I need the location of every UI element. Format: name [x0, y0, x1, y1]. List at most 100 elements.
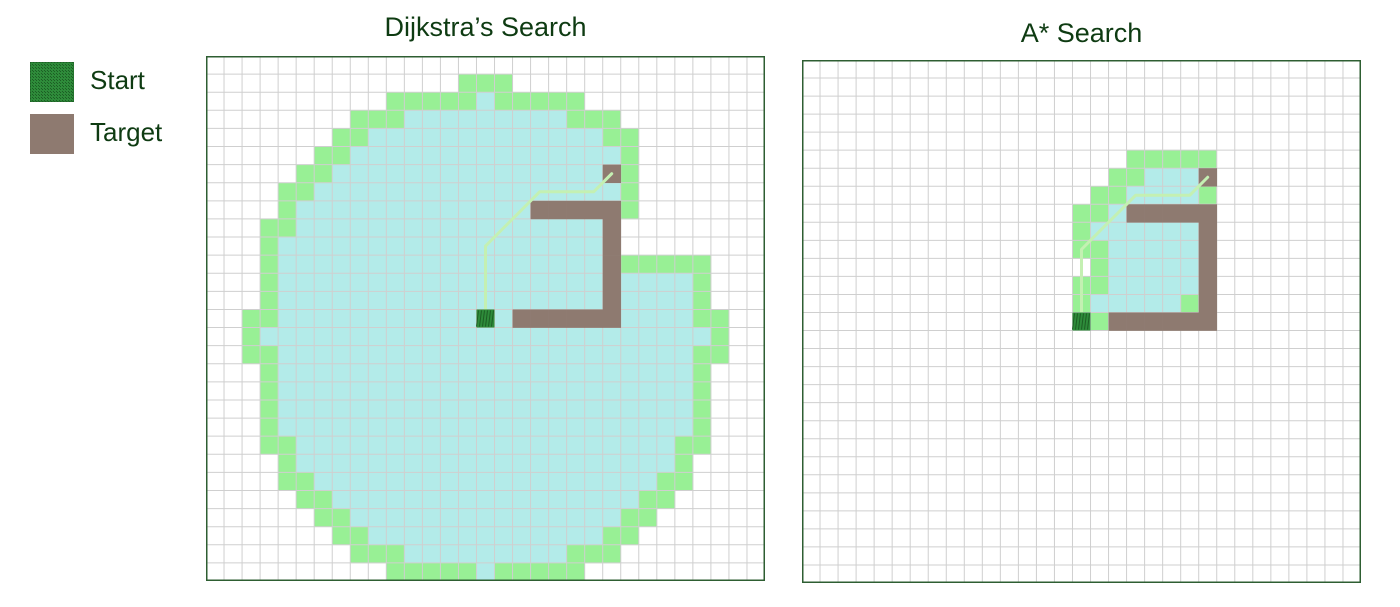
explored-cell: [458, 472, 477, 491]
explored-cell: [656, 273, 676, 292]
frontier-cell: [260, 381, 279, 401]
frontier-cell: [1090, 204, 1109, 223]
explored-cell: [476, 490, 495, 509]
frontier-cell: [440, 92, 459, 111]
explored-cell: [386, 255, 405, 274]
explored-cell: [332, 164, 351, 184]
frontier-cell: [1072, 204, 1091, 223]
target-cell: [1198, 204, 1218, 223]
explored-cell: [440, 381, 459, 401]
explored-cell: [548, 544, 567, 564]
explored-cell: [350, 345, 369, 365]
frontier-cell: [350, 110, 369, 129]
explored-cell: [440, 472, 459, 491]
explored-cell: [512, 345, 531, 365]
frontier-cell: [692, 345, 712, 365]
explored-cell: [566, 291, 585, 310]
explored-cell: [548, 110, 567, 129]
explored-cell: [368, 490, 387, 509]
grid-lines: [802, 60, 1361, 583]
explored-cell: [332, 399, 351, 419]
explored-cell: [314, 399, 333, 419]
explored-cell: [368, 399, 387, 419]
frontier-cell: [530, 92, 549, 111]
explored-cell: [602, 345, 622, 365]
target-swatch: [30, 114, 74, 154]
explored-cell: [656, 418, 676, 437]
explored-cell: [440, 255, 459, 274]
explored-cell: [350, 164, 369, 184]
explored-cell: [620, 381, 640, 401]
explored-cell: [584, 291, 604, 310]
explored-cell: [566, 399, 585, 419]
explored-cell: [296, 200, 315, 220]
frontier-cell: [692, 255, 712, 274]
frontier-cell: [296, 182, 315, 202]
explored-cell: [476, 544, 495, 564]
explored-cell: [476, 399, 495, 419]
explored-cell: [314, 472, 333, 491]
explored-cell: [440, 399, 459, 419]
explored-cell: [404, 363, 423, 383]
explored-cell: [656, 454, 676, 473]
start-hatch: [1078, 313, 1081, 330]
explored-cell: [422, 544, 441, 564]
explored-cell: [602, 327, 622, 346]
explored-cell: [440, 363, 459, 383]
path-line: [1080, 175, 1210, 323]
target-cell: [1126, 312, 1145, 331]
explored-cell: [1126, 222, 1145, 241]
explored-cell: [620, 418, 640, 437]
frontier-cell: [620, 182, 640, 202]
frontier-cell: [692, 436, 712, 455]
explored-cell: [296, 237, 315, 256]
explored-cell: [638, 363, 658, 383]
explored-cell: [422, 399, 441, 419]
explored-cell: [530, 255, 549, 274]
explored-cell: [620, 472, 640, 491]
explored-cell: [494, 544, 513, 564]
explored-cell: [476, 200, 495, 220]
explored-cell: [566, 418, 585, 437]
explored-cell: [368, 309, 387, 328]
explored-cell: [440, 200, 459, 220]
explored-cell: [368, 182, 387, 202]
explored-cell: [458, 110, 477, 129]
explored-cell: [674, 381, 694, 401]
explored-cell: [296, 327, 315, 346]
explored-cell: [1180, 240, 1200, 259]
explored-cell: [476, 218, 495, 238]
explored-cell: [278, 327, 297, 346]
explored-cell: [422, 418, 441, 437]
explored-cell: [296, 436, 315, 455]
explored-cell: [350, 363, 369, 383]
explored-cell: [260, 327, 279, 346]
explored-cell: [566, 454, 585, 473]
explored-cell: [458, 146, 477, 165]
frontier-cell: [710, 345, 730, 365]
explored-cell: [530, 399, 549, 419]
explored-cell: [440, 526, 459, 546]
astar-title: A* Search: [1020, 18, 1143, 48]
frontier-cell: [512, 562, 531, 581]
explored-cell: [350, 200, 369, 220]
explored-cell: [458, 399, 477, 419]
explored-cell: [440, 327, 459, 346]
explored-cell: [296, 454, 315, 473]
explored-cell: [332, 327, 351, 346]
explored-cell: [386, 490, 405, 509]
explored-cell: [548, 526, 567, 546]
explored-cell: [638, 436, 658, 455]
explored-cell: [404, 345, 423, 365]
explored-cell: [458, 381, 477, 401]
explored-cell: [1162, 168, 1181, 187]
explored-cell: [422, 526, 441, 546]
target-cell: [1198, 258, 1218, 277]
explored-cell: [1180, 222, 1200, 241]
explored-cell: [296, 363, 315, 383]
frontier-cell: [260, 291, 279, 310]
wall: [1108, 168, 1218, 331]
explored-cell: [332, 309, 351, 328]
target-cell: [602, 218, 622, 238]
explored-cell: [476, 562, 495, 581]
